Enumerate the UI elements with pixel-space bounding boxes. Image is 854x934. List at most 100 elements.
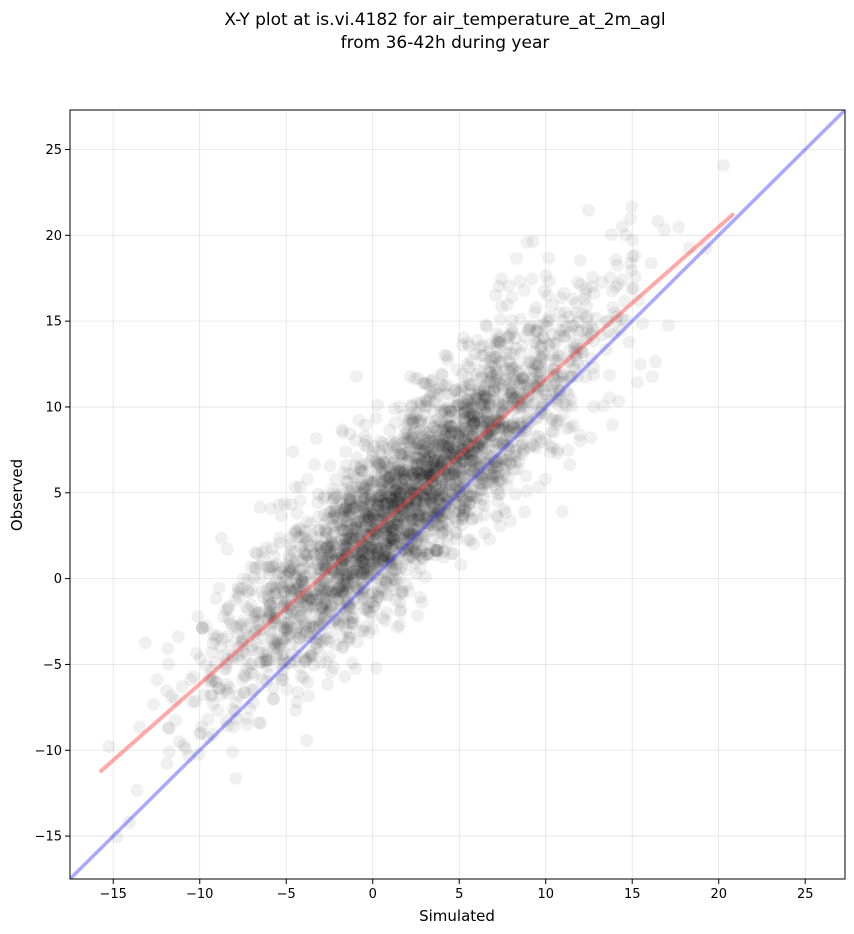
scatter-point <box>293 627 307 641</box>
scatter-point <box>219 661 233 675</box>
scatter-point <box>387 578 401 592</box>
scatter-point <box>370 520 384 533</box>
scatter-point <box>265 541 279 555</box>
scatter-point <box>404 486 418 500</box>
scatter-point <box>390 620 404 634</box>
scatter-point <box>341 549 355 563</box>
scatter-point <box>382 558 396 572</box>
scatter-point <box>391 460 405 474</box>
scatter-point <box>528 357 542 370</box>
scatter-point <box>290 506 304 520</box>
scatter-point <box>433 381 447 395</box>
scatter-point <box>368 509 381 523</box>
scatter-point <box>506 361 520 375</box>
scatter-point <box>421 455 435 469</box>
x-axis-label: Simulated <box>419 907 495 925</box>
scatter-point <box>391 514 405 528</box>
scatter-point <box>436 435 450 449</box>
scatter-point <box>348 471 362 485</box>
scatter-point <box>272 498 286 512</box>
scatter-point <box>467 396 480 410</box>
scatter-point <box>428 515 442 529</box>
scatter-point <box>274 673 288 687</box>
y-tick-label: −15 <box>35 830 62 845</box>
scatter-point <box>402 528 416 541</box>
scatter-point <box>423 449 437 463</box>
scatter-point <box>450 468 464 482</box>
scatter-point <box>375 581 388 594</box>
scatter-point <box>385 513 399 527</box>
scatter-point <box>529 301 543 314</box>
scatter-point <box>340 570 354 584</box>
scatter-point <box>376 512 390 526</box>
scatter-point <box>409 483 423 497</box>
scatter-point <box>209 675 223 689</box>
scatter-point <box>458 447 472 461</box>
scatter-point <box>428 458 442 472</box>
scatter-point <box>443 429 457 443</box>
scatter-point <box>609 280 623 294</box>
scatter-point <box>426 491 439 505</box>
scatter-point <box>453 423 467 437</box>
scatter-point <box>422 478 436 492</box>
scatter-point <box>411 442 425 455</box>
scatter-point <box>455 407 469 421</box>
scatter-point <box>344 492 358 506</box>
scatter-point <box>325 536 339 550</box>
scatter-point <box>319 606 333 620</box>
scatter-point <box>239 621 253 635</box>
scatter-point <box>281 628 294 642</box>
scatter-point <box>449 481 463 495</box>
scatter-point <box>378 538 392 552</box>
scatter-point <box>477 508 491 522</box>
scatter-point <box>344 507 358 521</box>
scatter-point <box>281 606 294 620</box>
scatter-point <box>441 495 455 509</box>
scatter-point <box>546 328 560 342</box>
scatter-point <box>364 488 378 502</box>
scatter-point <box>477 465 491 479</box>
scatter-point <box>603 368 617 382</box>
scatter-point <box>346 565 360 579</box>
scatter-point <box>349 549 363 562</box>
scatter-point <box>351 511 365 525</box>
scatter-point <box>526 234 540 248</box>
scatter-point <box>301 590 315 604</box>
scatter-point <box>683 241 696 255</box>
scatter-point <box>415 456 429 470</box>
scatter-point <box>399 498 413 512</box>
scatter-point <box>427 509 441 523</box>
scatter-point <box>517 283 531 297</box>
scatter-point <box>582 203 596 217</box>
scatter-point <box>496 378 509 392</box>
scatter-point <box>494 422 508 436</box>
scatter-point <box>409 437 423 451</box>
scatter-point <box>341 505 355 519</box>
scatter-point <box>246 625 260 639</box>
scatter-point <box>332 561 346 575</box>
scatter-point <box>407 483 420 497</box>
scatter-point <box>451 399 464 413</box>
scatter-point <box>341 539 355 553</box>
scatter-point <box>300 734 314 747</box>
scatter-point <box>487 455 501 469</box>
scatter-point <box>327 526 341 540</box>
scatter-point <box>353 537 367 551</box>
scatter-point <box>388 539 402 553</box>
scatter-point <box>286 605 300 619</box>
scatter-point <box>463 396 477 410</box>
scatter-point <box>388 465 402 479</box>
scatter-point <box>538 349 551 363</box>
scatter-point <box>392 509 406 523</box>
scatter-point <box>260 659 274 673</box>
scatter-point <box>469 491 483 505</box>
scatter-point <box>388 502 402 516</box>
scatter-point <box>398 464 412 478</box>
scatter-point <box>457 411 471 425</box>
scatter-point <box>440 536 454 550</box>
scatter-point <box>463 495 477 509</box>
scatter-point <box>571 370 585 384</box>
scatter-point <box>475 420 489 434</box>
scatter-point <box>340 474 354 488</box>
scatter-point <box>228 705 242 718</box>
